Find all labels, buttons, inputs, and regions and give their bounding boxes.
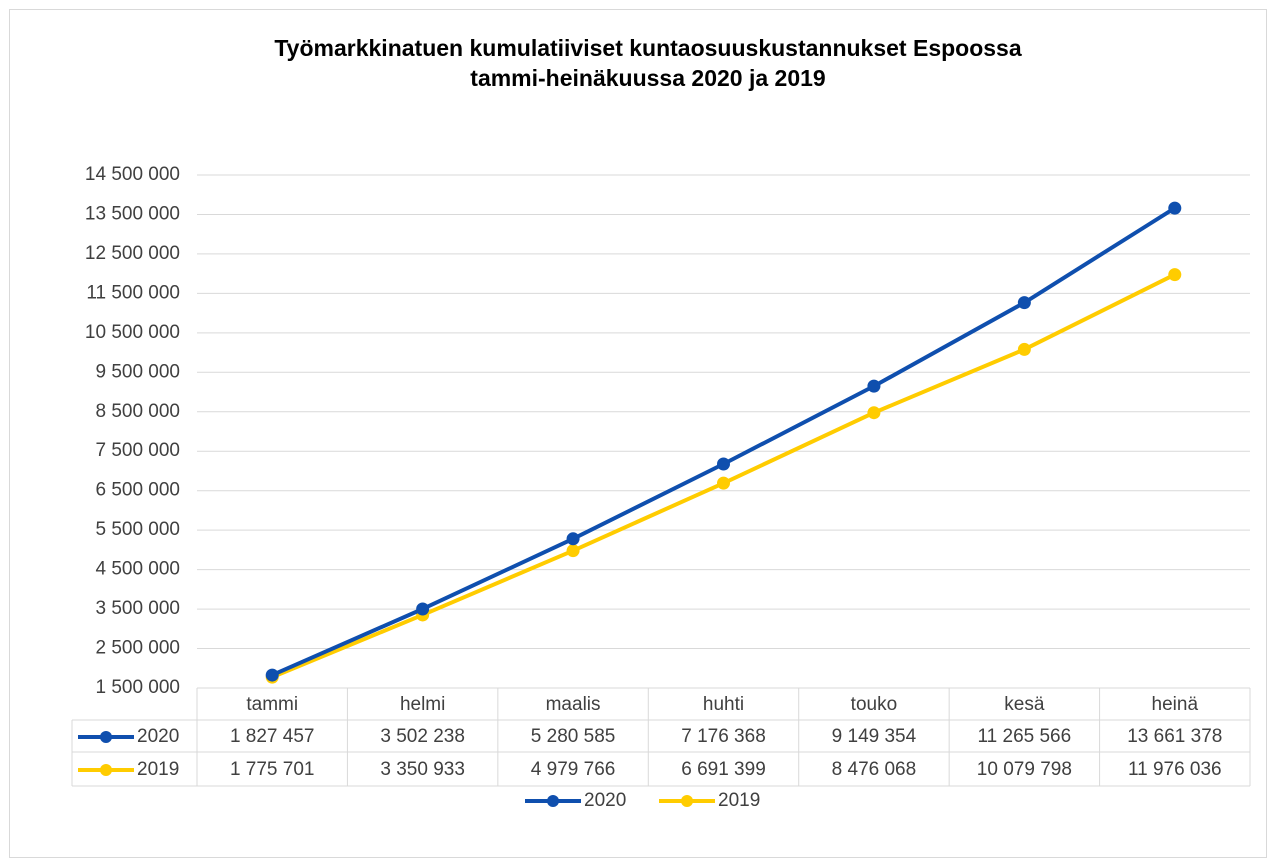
- x-tick-label: kesä: [1004, 694, 1045, 715]
- y-tick-label: 4 500 000: [95, 559, 180, 580]
- table-value: 1 775 701: [230, 759, 315, 780]
- x-tick-label: tammi: [246, 694, 298, 715]
- point: [1017, 296, 1031, 310]
- y-tick-label: 8 500 000: [95, 401, 180, 422]
- legend-marker: [547, 795, 559, 807]
- table-series-name: 2020: [137, 726, 179, 747]
- point: [1017, 342, 1031, 356]
- point: [717, 457, 730, 471]
- table-value: 10 079 798: [977, 759, 1072, 780]
- y-tick-label: 10 500 000: [85, 322, 180, 343]
- table-value: 5 280 585: [531, 726, 616, 747]
- x-tick-label: heinä: [1152, 694, 1199, 715]
- y-tick-label: 3 500 000: [95, 598, 180, 619]
- y-tick-label: 5 500 000: [95, 519, 180, 540]
- y-tick-label: 11 500 000: [86, 282, 180, 303]
- point: [717, 476, 730, 490]
- point: [1168, 201, 1182, 215]
- table-series-name: 2019: [137, 759, 179, 780]
- point: [416, 602, 430, 616]
- x-tick-label: maalis: [546, 694, 601, 715]
- legend-label: 2019: [718, 790, 760, 811]
- y-tick-label: 6 500 000: [95, 480, 180, 501]
- table-value: 3 502 238: [380, 726, 465, 747]
- table-value: 3 350 933: [380, 759, 465, 780]
- point: [566, 544, 580, 558]
- y-tick-label: 12 500 000: [85, 243, 180, 264]
- table-value: 4 979 766: [531, 759, 616, 780]
- x-tick-label: touko: [851, 694, 897, 715]
- table-value: 11 265 566: [978, 726, 1072, 747]
- table-value: 1 827 457: [230, 726, 315, 747]
- table-value: 11 976 036: [1128, 759, 1222, 780]
- x-tick-label: huhti: [703, 694, 744, 715]
- chart-frame: [9, 9, 1267, 858]
- table-value: 8 476 068: [832, 759, 917, 780]
- legend-label: 2020: [584, 790, 626, 811]
- point: [265, 668, 279, 682]
- x-tick-label: helmi: [400, 694, 445, 715]
- chart-title: Työmarkkinatuen kumulatiiviset kuntaosuu…: [274, 35, 1021, 91]
- point: [566, 532, 580, 546]
- point: [867, 406, 881, 420]
- legend-marker: [100, 731, 112, 743]
- y-tick-label: 1 500 000: [95, 677, 180, 698]
- table-value: 7 176 368: [681, 726, 766, 747]
- y-tick-label: 13 500 000: [85, 203, 180, 224]
- y-tick-label: 7 500 000: [95, 440, 180, 461]
- table-value: 6 691 399: [681, 759, 766, 780]
- y-tick-label: 14 500 000: [85, 164, 180, 185]
- y-tick-label: 9 500 000: [95, 361, 180, 382]
- table-value: 9 149 354: [832, 726, 917, 747]
- point: [1168, 268, 1182, 282]
- table-value: 13 661 378: [1127, 726, 1222, 747]
- legend-marker: [100, 764, 112, 776]
- y-tick-label: 2 500 000: [95, 638, 180, 659]
- point: [867, 379, 881, 393]
- legend-marker: [681, 795, 693, 807]
